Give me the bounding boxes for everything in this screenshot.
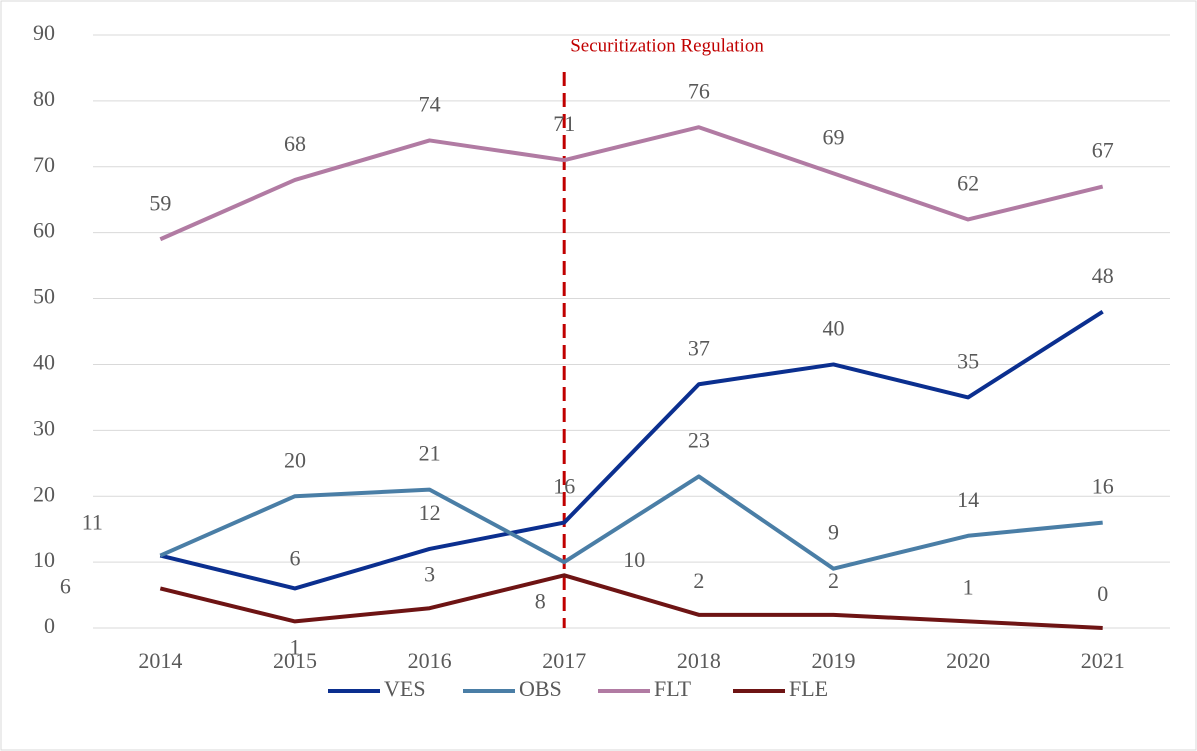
data-label: 35	[957, 348, 979, 373]
y-tick-label: 40	[33, 349, 55, 374]
series-line	[159, 310, 1104, 591]
data-label: 68	[284, 131, 306, 156]
data-label: 71	[553, 111, 575, 136]
x-tick-label: 2014	[138, 648, 182, 673]
data-label: 2	[693, 568, 704, 593]
y-tick-label: 60	[33, 218, 55, 243]
data-label: 16	[1092, 474, 1114, 499]
legend-label: OBS	[519, 676, 562, 701]
y-tick-label: 20	[33, 481, 55, 506]
y-tick-label: 80	[33, 86, 55, 111]
data-label: 69	[822, 124, 844, 149]
series-line	[159, 474, 1103, 571]
data-label: 8	[535, 588, 546, 613]
data-label: 67	[1092, 138, 1114, 163]
x-tick-label: 2020	[946, 648, 990, 673]
data-label: 6	[60, 574, 71, 599]
legend-label: FLT	[654, 676, 692, 701]
data-label: 14	[957, 487, 979, 512]
data-label: 11	[82, 510, 103, 535]
series-line	[159, 125, 1104, 242]
data-label: 1	[963, 574, 974, 599]
data-label: 6	[289, 546, 300, 571]
data-label: 74	[419, 91, 441, 116]
data-label: 2	[828, 568, 839, 593]
x-tick-label: 2015	[273, 648, 317, 673]
data-label: 16	[553, 474, 575, 499]
data-label: 48	[1092, 263, 1114, 288]
y-tick-label: 0	[44, 613, 55, 638]
y-tick-label: 30	[33, 415, 55, 440]
data-label: 37	[688, 335, 710, 360]
annotation-text: Securitization Regulation	[570, 35, 764, 56]
data-label: 0	[1097, 581, 1108, 606]
data-label: 59	[149, 190, 171, 215]
data-label: 20	[284, 447, 306, 472]
series-line	[159, 573, 1103, 630]
data-label: 3	[424, 561, 435, 586]
x-tick-label: 2017	[542, 648, 586, 673]
data-label: 40	[822, 315, 844, 340]
data-label: 23	[688, 428, 710, 453]
y-tick-label: 70	[33, 152, 55, 177]
legend-label: FLE	[789, 676, 828, 701]
legend-label: VES	[384, 676, 426, 701]
y-tick-label: 90	[33, 20, 55, 45]
data-label: 9	[828, 520, 839, 545]
x-tick-label: 2019	[811, 648, 855, 673]
data-label: 76	[688, 78, 710, 103]
y-tick-label: 10	[33, 547, 55, 572]
y-tick-label: 50	[33, 284, 55, 309]
x-tick-label: 2016	[408, 648, 452, 673]
data-label: 21	[419, 441, 441, 466]
data-label: 10	[623, 547, 645, 572]
x-tick-label: 2018	[677, 648, 721, 673]
data-label: 12	[419, 500, 441, 525]
x-tick-label: 2021	[1081, 648, 1125, 673]
data-label: 1	[289, 634, 300, 659]
data-label: 62	[957, 171, 979, 196]
